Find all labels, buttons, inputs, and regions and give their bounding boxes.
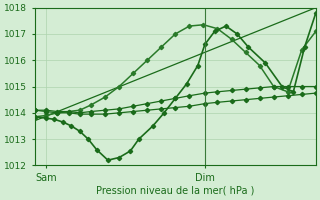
X-axis label: Pression niveau de la mer( hPa ): Pression niveau de la mer( hPa ) [96,186,254,196]
